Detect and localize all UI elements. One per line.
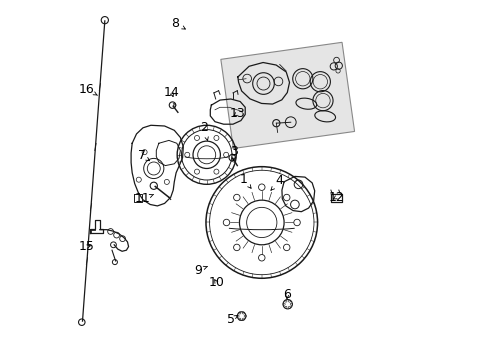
Text: 13: 13 [229, 107, 244, 120]
Text: 8: 8 [171, 17, 185, 30]
Text: 5: 5 [226, 313, 237, 326]
Text: 3: 3 [230, 145, 238, 161]
Text: 6: 6 [283, 288, 290, 301]
Text: 11: 11 [135, 192, 153, 205]
Polygon shape [221, 42, 354, 148]
Text: 7: 7 [138, 149, 149, 162]
Text: 4: 4 [270, 174, 283, 190]
Text: 16: 16 [79, 83, 97, 96]
Text: 1: 1 [239, 173, 251, 188]
Text: 2: 2 [200, 121, 208, 140]
Text: 10: 10 [208, 276, 224, 289]
Text: 15: 15 [79, 240, 95, 253]
Text: 9: 9 [193, 264, 207, 276]
Text: 12: 12 [328, 191, 344, 204]
Text: 14: 14 [163, 86, 179, 99]
